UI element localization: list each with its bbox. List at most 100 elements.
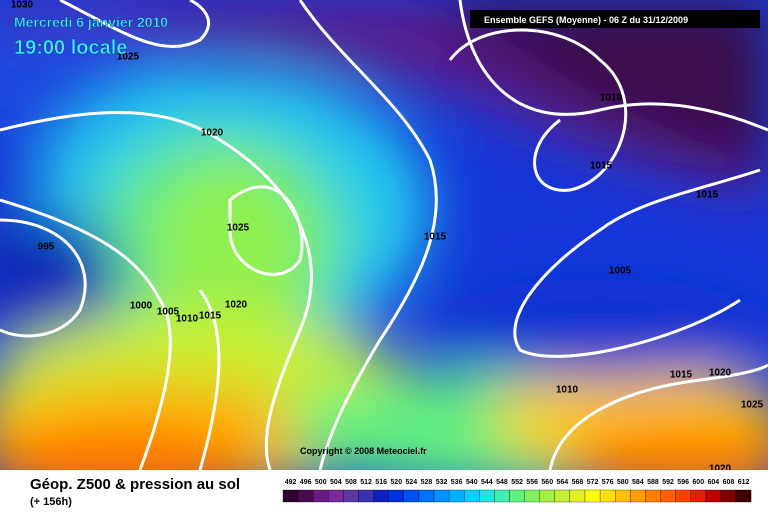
legend-label: 596 [677, 479, 689, 486]
isobar [198, 289, 221, 470]
isobar-label: 1015 [696, 190, 719, 201]
footer-lead: (+ 156h) [30, 496, 72, 508]
run-box [470, 10, 760, 28]
legend-swatch [660, 489, 676, 503]
legend-swatch [705, 489, 722, 503]
isobar [298, 0, 438, 470]
isobar-label: 1015 [590, 161, 613, 172]
legend-label: 540 [466, 479, 478, 486]
isobar-label: 995 [38, 242, 55, 253]
legend-swatch [599, 489, 616, 503]
legend-label: 520 [390, 479, 402, 486]
isobar-label: 1015 [424, 232, 447, 243]
legend: 492 496 500 504 508 512 516 520 524 528 532 536 540 5… [282, 479, 752, 503]
isobar-label: 1025 [741, 400, 764, 411]
isobar [0, 198, 172, 470]
isobar [548, 363, 768, 470]
copyright: Copyright © 2008 Meteociel.fr [300, 446, 427, 456]
legend-swatch [448, 489, 465, 503]
isobar-label: 1020 [201, 128, 224, 139]
isobar-label: 1020 [709, 464, 732, 475]
legend-swatch [373, 489, 389, 503]
legend-swatch [690, 489, 706, 503]
legend-swatch [343, 489, 359, 503]
legend-swatch [615, 489, 631, 503]
legend-label: 588 [647, 479, 659, 486]
legend-swatch [584, 489, 601, 503]
isobar-label: 1010 [556, 385, 579, 396]
legend-label: 608 [723, 479, 735, 486]
legend-label: 580 [617, 479, 629, 486]
time-title: 19:00 locale [14, 37, 127, 59]
legend-swatch [297, 489, 314, 503]
legend-swatch [554, 489, 571, 503]
legend-label: 560 [541, 479, 553, 486]
legend-label: 604 [708, 479, 720, 486]
legend-swatch [735, 489, 752, 503]
legend-label: 564 [557, 479, 569, 486]
isobar [228, 185, 304, 276]
legend-label: 504 [330, 479, 342, 486]
legend-swatch [313, 489, 329, 503]
isobar-label: 1010 [600, 93, 623, 104]
legend-label: 508 [345, 479, 357, 486]
legend-label: 568 [572, 479, 584, 486]
legend-label: 600 [692, 479, 704, 486]
legend-swatch [388, 489, 404, 503]
legend-swatch [539, 489, 555, 503]
legend-swatch [358, 489, 374, 503]
legend-label: 500 [315, 479, 327, 486]
legend-swatch [675, 489, 691, 503]
legend-label: 552 [511, 479, 523, 486]
legend-label: 528 [421, 479, 433, 486]
legend-swatch [328, 489, 344, 503]
isobar-label: 1015 [199, 311, 222, 322]
footer-title: Géop. Z500 & pression au sol [30, 476, 240, 493]
legend-label: 584 [632, 479, 644, 486]
legend-label: 492 [285, 479, 297, 486]
legend-swatch [464, 489, 480, 503]
legend-swatch [403, 489, 420, 503]
isobar-label: 1010 [176, 314, 199, 325]
legend-swatch [282, 489, 299, 503]
legend-label: 612 [738, 479, 750, 486]
legend-swatch [524, 489, 540, 503]
isobar [513, 168, 761, 358]
legend-swatch [494, 489, 510, 503]
legend-label: 572 [587, 479, 599, 486]
isobar [59, 0, 211, 48]
legend-swatch [645, 489, 661, 503]
legend-swatch [418, 489, 435, 503]
legend-swatch [720, 489, 737, 503]
legend-swatch [630, 489, 646, 503]
isobar-label: 1025 [117, 52, 140, 63]
isobar [448, 28, 628, 192]
isobar-label: 1000 [130, 301, 153, 312]
isobar-label: 1005 [609, 266, 632, 277]
legend-label: 496 [300, 479, 312, 486]
isobar-label: 1020 [709, 368, 732, 379]
legend-swatch [569, 489, 586, 503]
legend-swatch [479, 489, 495, 503]
isobar-label: 1025 [227, 223, 250, 234]
date-title: Mercredi 6 janvier 2010 [14, 14, 168, 30]
legend-label: 556 [526, 479, 538, 486]
legend-label: 512 [360, 479, 372, 486]
isobar-label: 1015 [670, 370, 693, 381]
legend-label: 592 [662, 479, 674, 486]
isobar [0, 111, 313, 470]
isobar-label: 1005 [157, 307, 180, 318]
legend-label: 516 [375, 479, 387, 486]
run-info: Ensemble GEFS (Moyenne) - 06 Z du 31/12/… [484, 15, 688, 25]
legend-label: 576 [602, 479, 614, 486]
isobar-label: 1020 [225, 300, 248, 311]
legend-label: 524 [406, 479, 418, 486]
legend-label: 536 [451, 479, 463, 486]
isobar [458, 0, 768, 132]
legend-swatch [433, 489, 450, 503]
legend-label: 532 [436, 479, 448, 486]
isobar-label: 1030 [11, 0, 34, 11]
legend-label: 548 [496, 479, 508, 486]
